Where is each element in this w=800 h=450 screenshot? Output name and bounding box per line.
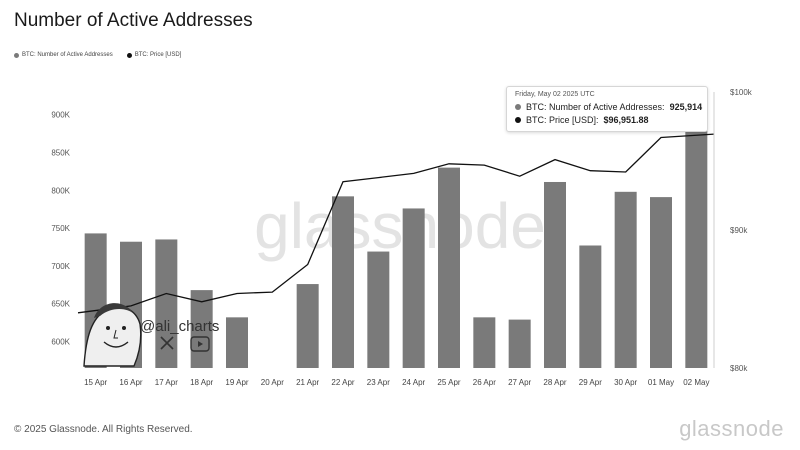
left-axis: 600K 650K 700K 750K 800K 850K 900K bbox=[51, 111, 70, 347]
x-axis-tick-label: 15 Apr bbox=[84, 378, 107, 387]
bar-active-addresses[interactable] bbox=[473, 317, 496, 368]
page-title: Number of Active Addresses bbox=[14, 10, 253, 31]
bar-active-addresses[interactable] bbox=[438, 167, 460, 368]
legend-item-active-addresses[interactable]: BTC: Number of Active Addresses bbox=[14, 52, 113, 58]
x-axis-tick-label: 02 May bbox=[683, 378, 709, 387]
bar-active-addresses[interactable] bbox=[685, 95, 708, 368]
bar-active-addresses[interactable] bbox=[650, 197, 672, 368]
left-axis-tick-label: 650K bbox=[51, 300, 70, 309]
bar-active-addresses[interactable] bbox=[367, 251, 390, 368]
tooltip-label-price: BTC: Price [USD]: bbox=[526, 115, 599, 125]
tooltip-value-active-addresses: 925,914 bbox=[669, 102, 703, 112]
x-axis-tick-label: 29 Apr bbox=[579, 378, 602, 387]
x-axis-tick-label: 25 Apr bbox=[437, 378, 460, 387]
legend-label-active-addresses: BTC: Number of Active Addresses bbox=[22, 52, 113, 58]
bar-active-addresses[interactable] bbox=[402, 208, 425, 368]
x-axis-tick-label: 17 Apr bbox=[155, 378, 178, 387]
tooltip-dot-active-addresses bbox=[515, 104, 521, 110]
footer-brand-logo: glassnode bbox=[679, 416, 784, 441]
left-axis-tick-label: 800K bbox=[51, 186, 70, 195]
right-axis-tick-label: $100k bbox=[730, 88, 753, 97]
tooltip-row-price: BTC: Price [USD]: $96,951.88 bbox=[515, 115, 649, 125]
x-axis-tick-label: 26 Apr bbox=[473, 378, 496, 387]
bar-active-addresses[interactable] bbox=[614, 191, 637, 368]
bar-active-addresses[interactable] bbox=[508, 319, 531, 368]
x-axis-tick-label: 22 Apr bbox=[331, 378, 354, 387]
legend-label-price: BTC: Price [USD] bbox=[134, 52, 182, 58]
right-axis-tick-label: $90k bbox=[730, 226, 748, 235]
x-axis-tick-label: 23 Apr bbox=[367, 378, 390, 387]
x-axis-tick-label: 19 Apr bbox=[225, 378, 248, 387]
bar-active-addresses[interactable] bbox=[296, 284, 319, 368]
social-handle: @ali_charts bbox=[140, 318, 220, 335]
youtube-icon[interactable] bbox=[190, 336, 210, 352]
footer-copyright: © 2025 Glassnode. All Rights Reserved. bbox=[14, 424, 193, 435]
bar-series bbox=[84, 95, 708, 368]
watermark-text: glassnode bbox=[254, 190, 546, 262]
left-axis-tick-label: 900K bbox=[51, 111, 70, 120]
tooltip-value-price: $96,951.88 bbox=[603, 115, 649, 125]
bar-active-addresses[interactable] bbox=[190, 290, 213, 368]
left-axis-tick-label: 850K bbox=[51, 148, 70, 157]
left-axis-tick-label: 700K bbox=[51, 262, 70, 271]
bar-active-addresses[interactable] bbox=[332, 196, 354, 368]
left-axis-tick-label: 600K bbox=[51, 338, 70, 347]
avatar-illustration-icon bbox=[83, 303, 142, 367]
x-icon[interactable] bbox=[160, 336, 174, 350]
price-line[interactable] bbox=[77, 133, 715, 314]
x-axis-tick-label: 16 Apr bbox=[119, 378, 142, 387]
chart-legend: BTC: Number of Active Addresses BTC: Pri… bbox=[14, 52, 181, 58]
tooltip-dot-price bbox=[515, 117, 521, 123]
x-axis-tick-label: 18 Apr bbox=[190, 378, 213, 387]
chart-tooltip: Friday, May 02 2025 UTC BTC: Number of A… bbox=[506, 86, 708, 132]
legend-swatch-price bbox=[126, 52, 132, 58]
social-icons bbox=[160, 336, 210, 352]
x-axis: 15 Apr 16 Apr 17 Apr 18 Apr 19 Apr 20 Apr 21 A… bbox=[84, 378, 709, 387]
x-axis-tick-label: 27 Apr bbox=[508, 378, 531, 387]
x-axis-tick-label: 20 Apr bbox=[261, 378, 284, 387]
legend-swatch-active-addresses bbox=[14, 52, 19, 58]
x-axis-tick-label: 01 May bbox=[648, 378, 674, 387]
bar-active-addresses[interactable] bbox=[544, 181, 566, 368]
price-line-series bbox=[77, 133, 715, 314]
x-axis-tick-label: 30 Apr bbox=[614, 378, 637, 387]
tooltip-label-active-addresses: BTC: Number of Active Addresses: bbox=[526, 102, 665, 112]
left-axis-tick-label: 750K bbox=[51, 224, 70, 233]
tooltip-date: Friday, May 02 2025 UTC bbox=[515, 91, 595, 98]
right-axis: $80k $90k $100k bbox=[730, 88, 753, 373]
x-axis-tick-label: 28 Apr bbox=[543, 378, 566, 387]
right-axis-tick-label: $80k bbox=[730, 364, 748, 373]
bar-active-addresses[interactable] bbox=[579, 245, 602, 368]
x-axis-tick-label: 24 Apr bbox=[402, 378, 425, 387]
tooltip-row-active-addresses: BTC: Number of Active Addresses: 925,914 bbox=[515, 102, 702, 112]
bar-active-addresses[interactable] bbox=[226, 317, 248, 368]
bar-active-addresses[interactable] bbox=[155, 239, 178, 368]
legend-item-price[interactable]: BTC: Price [USD] bbox=[126, 52, 182, 58]
x-axis-tick-label: 21 Apr bbox=[296, 378, 319, 387]
